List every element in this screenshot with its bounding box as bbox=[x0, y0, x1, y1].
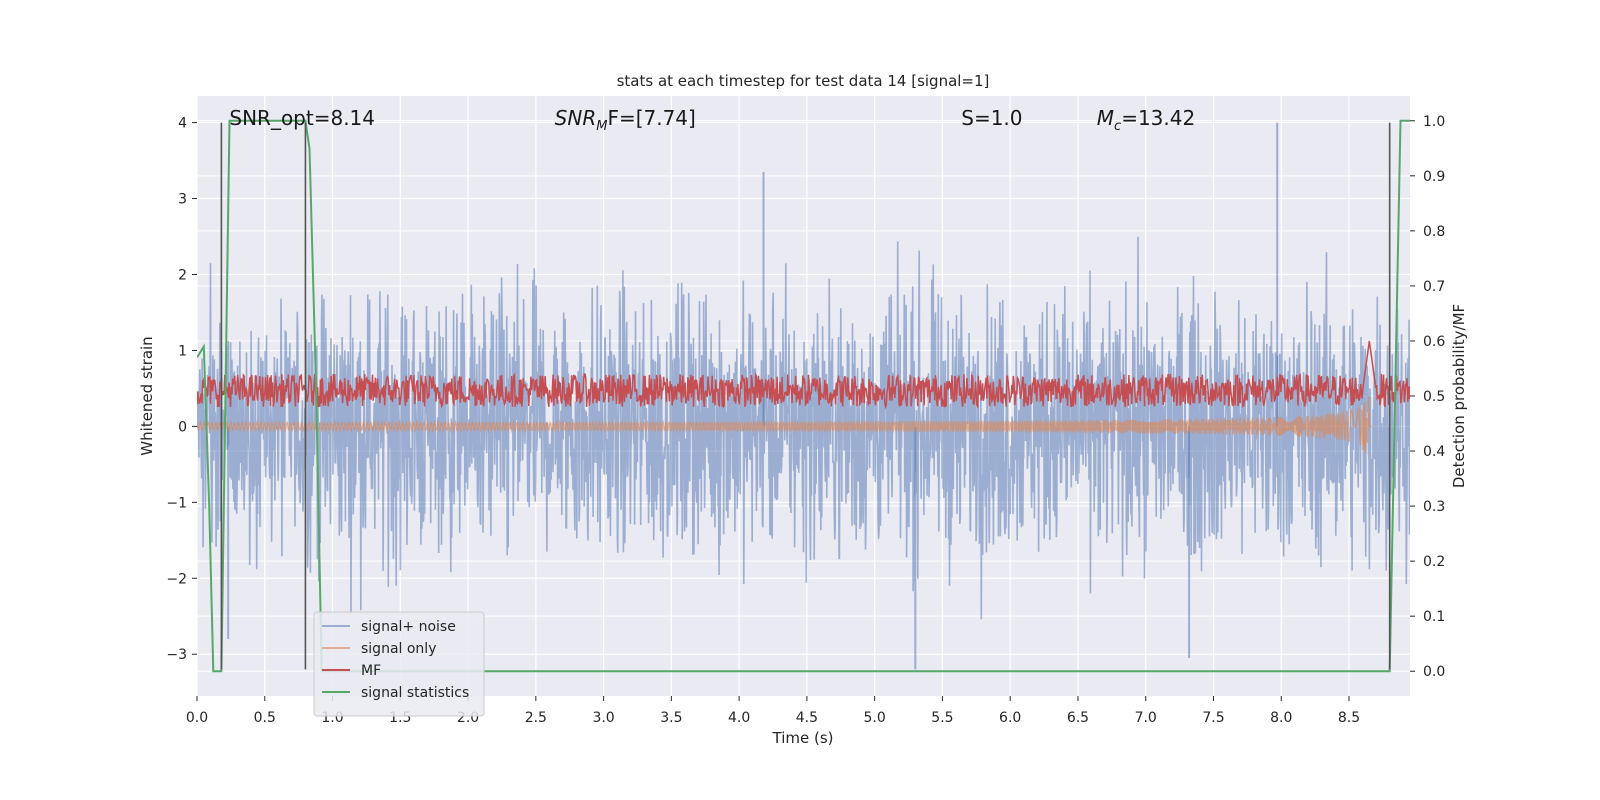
x-tick-label: 4.0 bbox=[728, 710, 750, 726]
x-tick-label: 4.5 bbox=[796, 710, 818, 726]
series-signal-noise bbox=[197, 236, 1410, 620]
y-right-tick-label: 0.7 bbox=[1423, 279, 1445, 295]
y-tick-label: −3 bbox=[166, 647, 187, 663]
annotation-2: S=1.0 bbox=[961, 106, 1022, 130]
y-right-tick-label: 0.6 bbox=[1423, 334, 1445, 350]
ticks: 0.0 0.5 1.0 1.5 2.0 2.5 3.0 3.5 4.0 4.5 5.0 5.5 6.0 6… bbox=[166, 114, 1445, 726]
y-tick-label: −1 bbox=[166, 495, 187, 511]
annotation-3: Mc=13.42 bbox=[1097, 106, 1195, 134]
legend-box bbox=[313, 611, 485, 717]
y-right-tick-label: 0.0 bbox=[1423, 664, 1445, 680]
x-tick-label: 2.5 bbox=[525, 710, 547, 726]
y-tick-label: 2 bbox=[178, 267, 187, 283]
x-tick-label: 7.0 bbox=[1135, 710, 1157, 726]
series-signal-statistics bbox=[197, 119, 1410, 673]
x-tick-label: 6.0 bbox=[999, 710, 1021, 726]
y-tick-label: 4 bbox=[178, 116, 187, 132]
legend-label: signal+ noise bbox=[361, 619, 456, 635]
y-axis-right-label: Detection probability/MF bbox=[1450, 304, 1468, 488]
x-tick-label: 5.5 bbox=[931, 710, 953, 726]
legend-label: MF bbox=[361, 663, 381, 679]
series-mf bbox=[197, 340, 1410, 410]
y-tick-label: 1 bbox=[178, 343, 187, 359]
y-right-tick-label: 0.8 bbox=[1423, 224, 1445, 240]
x-tick-label: 0.0 bbox=[186, 710, 208, 726]
x-tick-label: 7.5 bbox=[1202, 710, 1224, 726]
y-axis-label: Whitened strain bbox=[138, 336, 156, 455]
legend-label: signal statistics bbox=[361, 685, 469, 701]
legend: signal+ noise signal only MF signal statist… bbox=[313, 611, 485, 717]
x-tick-label: 8.0 bbox=[1270, 710, 1292, 726]
series-layer bbox=[197, 119, 1410, 673]
y-right-tick-label: 1.0 bbox=[1423, 114, 1445, 130]
y-right-tick-label: 0.9 bbox=[1423, 169, 1445, 185]
y-right-tick-label: 0.5 bbox=[1423, 389, 1445, 405]
y-tick-label: 3 bbox=[178, 192, 187, 208]
y-right-tick-label: 0.1 bbox=[1423, 609, 1445, 625]
x-tick-label: 6.5 bbox=[1067, 710, 1089, 726]
series-signal-only bbox=[197, 395, 1373, 454]
x-tick-label: 0.5 bbox=[254, 710, 276, 726]
y-tick-label: 0 bbox=[178, 419, 187, 435]
annotation-1: SNRMF=[7.74] bbox=[555, 106, 696, 134]
x-axis-label: Time (s) bbox=[772, 729, 834, 747]
y-right-tick-label: 0.3 bbox=[1423, 499, 1445, 515]
y-right-tick-label: 0.4 bbox=[1423, 444, 1445, 460]
annotation-0: SNR_opt=8.14 bbox=[229, 106, 375, 130]
y-right-tick-label: 0.2 bbox=[1423, 554, 1445, 570]
x-tick-label: 3.0 bbox=[592, 710, 614, 726]
annotations: SNR_opt=8.14 SNRMF=[7.74] S=1.0 Mc=13.42 bbox=[229, 106, 1195, 134]
x-tick-label: 8.5 bbox=[1338, 710, 1360, 726]
y-tick-label: −2 bbox=[166, 571, 187, 587]
x-tick-label: 5.0 bbox=[864, 710, 886, 726]
x-tick-label: 3.5 bbox=[660, 710, 682, 726]
legend-label: signal only bbox=[361, 641, 436, 657]
chart-title: stats at each timestep for test data 14 … bbox=[617, 72, 990, 90]
